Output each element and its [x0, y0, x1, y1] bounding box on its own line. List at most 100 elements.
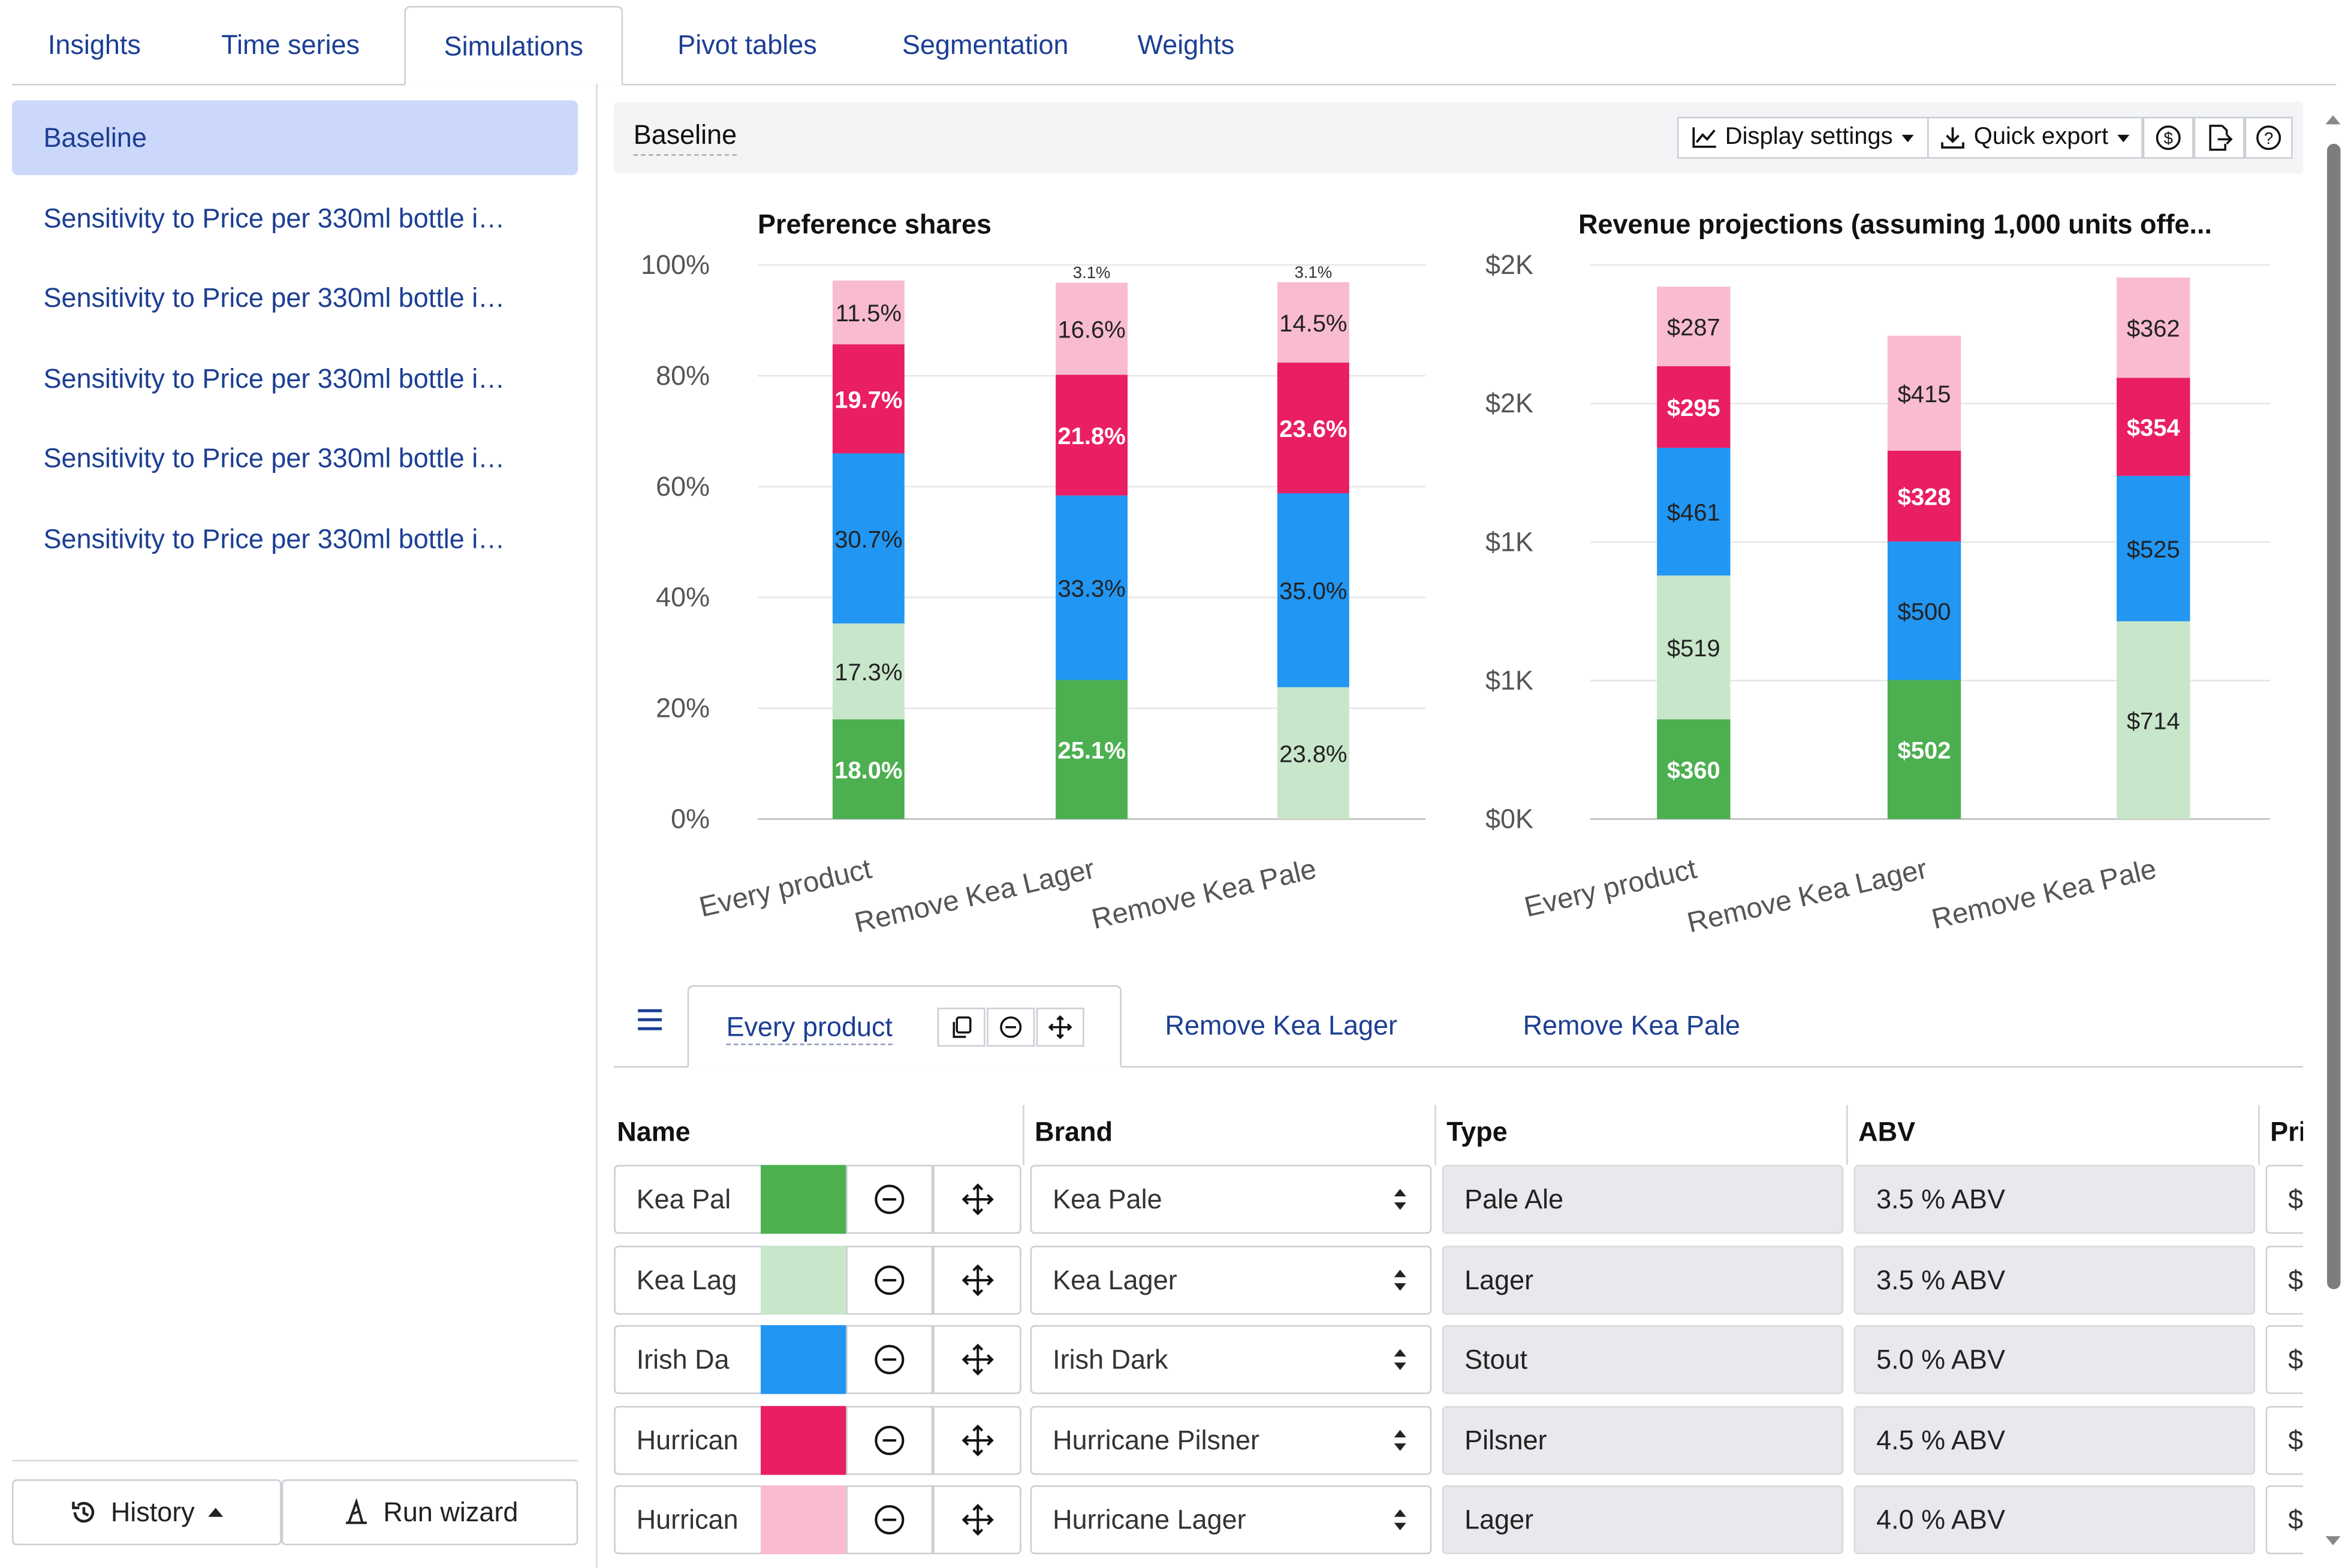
- tab-time-series[interactable]: Time series: [221, 29, 360, 60]
- bar-segment[interactable]: [2117, 277, 2190, 378]
- bar-segment[interactable]: [832, 281, 905, 345]
- column-divider[interactable]: [2258, 1105, 2260, 1165]
- bar-segment[interactable]: [1657, 575, 1731, 720]
- help-button[interactable]: ?: [2244, 116, 2293, 159]
- remove-product-button[interactable]: [846, 1485, 933, 1555]
- price-input[interactable]: $: [2265, 1246, 2304, 1315]
- price-input[interactable]: $: [2265, 1485, 2304, 1555]
- tab-simulations[interactable]: Simulations: [404, 5, 623, 86]
- hamburger-menu-icon[interactable]: [635, 1006, 665, 1033]
- abv-value: 3.5 % ABV: [1853, 1246, 2256, 1315]
- config-tab-remove-kea-pale[interactable]: Remove Kea Pale: [1523, 1011, 1741, 1041]
- remove-product-button[interactable]: [846, 1246, 933, 1315]
- run-wizard-button[interactable]: Run wizard: [281, 1479, 578, 1546]
- column-header-name: Name: [617, 1117, 691, 1147]
- brand-select[interactable]: Hurricane Lager: [1030, 1485, 1432, 1555]
- move-product-button[interactable]: [933, 1485, 1021, 1555]
- color-swatch[interactable]: [761, 1406, 846, 1475]
- history-button[interactable]: History: [11, 1479, 282, 1546]
- column-divider[interactable]: [1023, 1105, 1024, 1165]
- bar-segment[interactable]: [1056, 495, 1128, 680]
- bar-segment[interactable]: [1277, 362, 1349, 493]
- brand-select[interactable]: Hurricane Pilsner: [1030, 1406, 1432, 1475]
- remove-scenario-button[interactable]: [987, 1008, 1035, 1047]
- currency-button[interactable]: $: [2142, 116, 2194, 159]
- bar-segment[interactable]: [1657, 719, 1731, 819]
- brand-select[interactable]: Irish Dark: [1030, 1325, 1432, 1394]
- export-file-button[interactable]: [2193, 116, 2245, 159]
- scroll-up-icon[interactable]: [2318, 105, 2348, 135]
- scenario-item[interactable]: Sensitivity to Price per 330ml bottle i…: [43, 283, 505, 313]
- bar-segment[interactable]: [1657, 287, 1731, 366]
- data-label: 21.8%: [1057, 423, 1125, 450]
- column-divider[interactable]: [1434, 1105, 1436, 1165]
- product-name-input[interactable]: Hurrican: [614, 1485, 764, 1555]
- abv-value: 3.5 % ABV: [1853, 1165, 2256, 1234]
- bar-segment[interactable]: [832, 453, 905, 624]
- bar-segment[interactable]: [2117, 378, 2190, 476]
- select-arrows-icon: [1394, 1270, 1406, 1291]
- bar-segment[interactable]: [1887, 680, 1961, 819]
- bar-segment[interactable]: [2117, 475, 2190, 622]
- product-name-input[interactable]: Hurrican: [614, 1406, 764, 1475]
- column-header-type: Type: [1446, 1117, 1508, 1147]
- scenario-item[interactable]: Sensitivity to Price per 330ml bottle i…: [43, 524, 505, 554]
- move-product-button[interactable]: [933, 1165, 1021, 1234]
- move-scenario-button[interactable]: [1036, 1008, 1084, 1047]
- remove-product-button[interactable]: [846, 1406, 933, 1475]
- scenario-baseline[interactable]: Baseline: [11, 100, 578, 176]
- scroll-down-icon[interactable]: [2318, 1526, 2348, 1556]
- color-swatch[interactable]: [761, 1246, 846, 1315]
- display-settings-button[interactable]: Display settings: [1677, 116, 1929, 159]
- tab-pivot-tables[interactable]: Pivot tables: [677, 29, 817, 60]
- bar-segment[interactable]: [832, 623, 905, 720]
- brand-select[interactable]: Kea Pale: [1030, 1165, 1432, 1234]
- bar-segment[interactable]: [1056, 282, 1128, 375]
- color-swatch[interactable]: [761, 1165, 846, 1234]
- bar-segment[interactable]: [1056, 375, 1128, 496]
- bar-segment[interactable]: [1056, 680, 1128, 819]
- bar-segment[interactable]: [1277, 282, 1349, 363]
- bar-segment[interactable]: [1657, 448, 1731, 576]
- bar-segment[interactable]: [832, 344, 905, 454]
- brand-select[interactable]: Kea Lager: [1030, 1246, 1432, 1315]
- duplicate-button[interactable]: [937, 1008, 985, 1047]
- color-swatch[interactable]: [761, 1485, 846, 1555]
- color-swatch[interactable]: [761, 1325, 846, 1394]
- move-product-button[interactable]: [933, 1246, 1021, 1315]
- scrollbar-thumb[interactable]: [2327, 143, 2341, 1289]
- product-name-input[interactable]: Irish Da: [614, 1325, 764, 1394]
- bar-segment[interactable]: [1887, 450, 1961, 542]
- move-product-button[interactable]: [933, 1325, 1021, 1394]
- remove-product-button[interactable]: [846, 1325, 933, 1394]
- bar-segment[interactable]: [1887, 336, 1961, 451]
- vertical-scrollbar[interactable]: [2318, 99, 2348, 1568]
- column-divider[interactable]: [1846, 1105, 1848, 1165]
- bar-segment[interactable]: [1657, 366, 1731, 448]
- price-input[interactable]: $: [2265, 1406, 2304, 1475]
- data-label: 14.5%: [1279, 310, 1347, 337]
- bar-segment[interactable]: [1277, 687, 1349, 819]
- panel-title[interactable]: Baseline: [633, 120, 737, 156]
- remove-product-button[interactable]: [846, 1165, 933, 1234]
- tab-segmentation[interactable]: Segmentation: [902, 29, 1069, 60]
- quick-export-button[interactable]: Quick export: [1927, 116, 2143, 159]
- price-input[interactable]: $: [2265, 1325, 2304, 1394]
- data-label: $287: [1667, 315, 1720, 341]
- scenario-item[interactable]: Sensitivity to Price per 330ml bottle i…: [43, 443, 505, 474]
- bar-segment[interactable]: [832, 719, 905, 819]
- move-product-button[interactable]: [933, 1406, 1021, 1475]
- scenario-item[interactable]: Sensitivity to Price per 330ml bottle i…: [43, 364, 505, 394]
- product-name-input[interactable]: Kea Pal: [614, 1165, 764, 1234]
- config-tab-every-product[interactable]: Every product: [687, 985, 1122, 1068]
- bar-segment[interactable]: [1277, 493, 1349, 687]
- config-tab-remove-kea-lager[interactable]: Remove Kea Lager: [1165, 1011, 1397, 1041]
- tab-weights[interactable]: Weights: [1137, 29, 1235, 60]
- scenario-item[interactable]: Sensitivity to Price per 330ml bottle i…: [43, 203, 505, 234]
- bar-segment[interactable]: [1887, 541, 1961, 680]
- product-name-input[interactable]: Kea Lag: [614, 1246, 764, 1315]
- price-input[interactable]: $: [2265, 1165, 2304, 1234]
- tab-insights[interactable]: Insights: [47, 29, 141, 60]
- bar-segment[interactable]: [2117, 621, 2190, 819]
- help-icon: ?: [2256, 125, 2281, 150]
